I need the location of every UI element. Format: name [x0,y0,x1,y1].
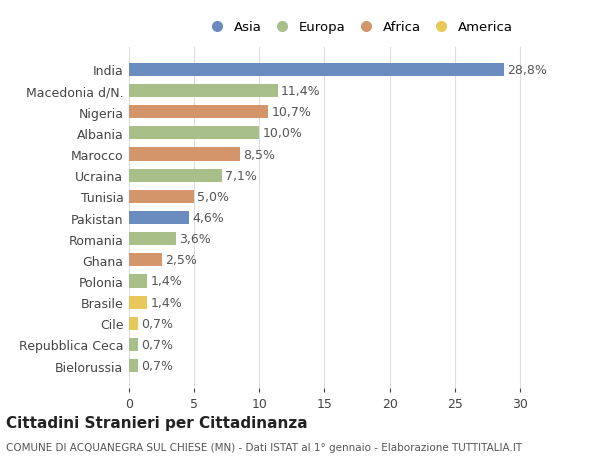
Bar [129,190,194,203]
Bar [129,212,189,224]
Bar [129,127,259,140]
Text: 1,4%: 1,4% [151,296,182,309]
Text: 1,4%: 1,4% [151,275,182,288]
Text: Cittadini Stranieri per Cittadinanza: Cittadini Stranieri per Cittadinanza [6,415,308,431]
Text: 0,7%: 0,7% [142,338,173,351]
Bar [129,64,504,77]
Text: 0,7%: 0,7% [142,359,173,372]
Bar [129,169,221,182]
Text: 10,7%: 10,7% [272,106,311,119]
Bar [129,317,138,330]
Bar [129,85,278,98]
Text: 7,1%: 7,1% [225,169,257,182]
Bar [129,233,176,246]
Bar [129,254,161,267]
Bar [129,338,138,351]
Text: 11,4%: 11,4% [281,85,320,98]
Text: 10,0%: 10,0% [263,127,302,140]
Legend: Asia, Europa, Africa, America: Asia, Europa, Africa, America [200,17,517,38]
Text: 4,6%: 4,6% [192,212,224,224]
Bar [129,296,147,309]
Text: 0,7%: 0,7% [142,317,173,330]
Bar [129,148,240,161]
Bar [129,106,268,119]
Bar [129,359,138,372]
Text: COMUNE DI ACQUANEGRA SUL CHIESE (MN) - Dati ISTAT al 1° gennaio - Elaborazione T: COMUNE DI ACQUANEGRA SUL CHIESE (MN) - D… [6,442,522,452]
Text: 28,8%: 28,8% [508,64,547,77]
Bar [129,275,147,288]
Text: 3,6%: 3,6% [179,233,211,246]
Text: 2,5%: 2,5% [165,254,197,267]
Text: 5,0%: 5,0% [197,190,229,203]
Text: 8,5%: 8,5% [243,148,275,161]
